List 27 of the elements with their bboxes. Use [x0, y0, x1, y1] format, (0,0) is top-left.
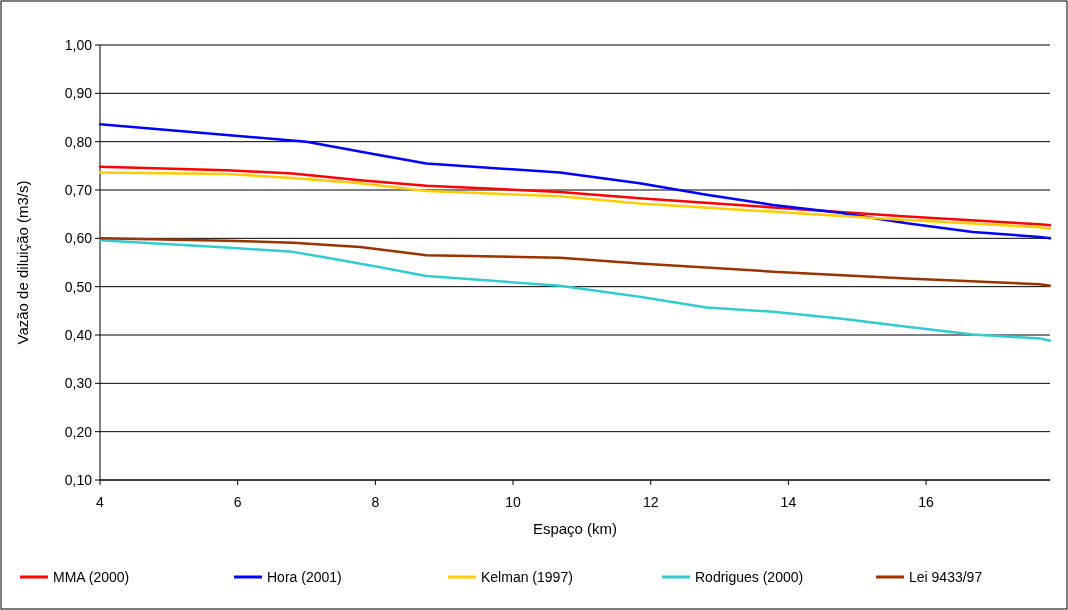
y-tick-label: 0,70 — [64, 181, 93, 198]
x-tick-label: 16 — [918, 494, 935, 510]
y-tick-label: 1,00 — [64, 36, 93, 53]
line-series — [98, 123, 1052, 240]
legend-label: Rodrigues (2000) — [695, 568, 804, 585]
legend-label: Lei 9433/97 — [909, 568, 983, 585]
x-tick-label: 14 — [780, 494, 797, 510]
x-tick-label: 6 — [233, 494, 242, 510]
line-series — [98, 239, 1052, 343]
y-axis-title: Vazão de diluição (m3/s) — [14, 180, 31, 345]
y-tick-label: 0,40 — [64, 326, 93, 343]
y-tick-label: 0,60 — [64, 230, 93, 247]
legend-label: Kelman (1997) — [481, 568, 573, 585]
legend-label: Hora (2001) — [267, 568, 342, 585]
line-series — [98, 237, 1052, 287]
y-tick-label: 0,10 — [64, 471, 93, 488]
y-tick-label: 0,50 — [64, 278, 93, 295]
y-tick-label: 0,80 — [64, 133, 93, 150]
x-tick-label: 12 — [642, 494, 659, 510]
x-tick-label: 4 — [96, 494, 105, 510]
y-tick-label: 0,30 — [64, 375, 93, 392]
y-tick-label: 0,20 — [64, 423, 93, 440]
y-tick-label: 0,90 — [64, 85, 93, 102]
x-axis-title: Espaço (km) — [532, 520, 618, 537]
legend-label: MMA (2000) — [53, 568, 130, 585]
x-tick-label: 10 — [505, 494, 522, 510]
x-tick-label: 8 — [371, 494, 380, 510]
